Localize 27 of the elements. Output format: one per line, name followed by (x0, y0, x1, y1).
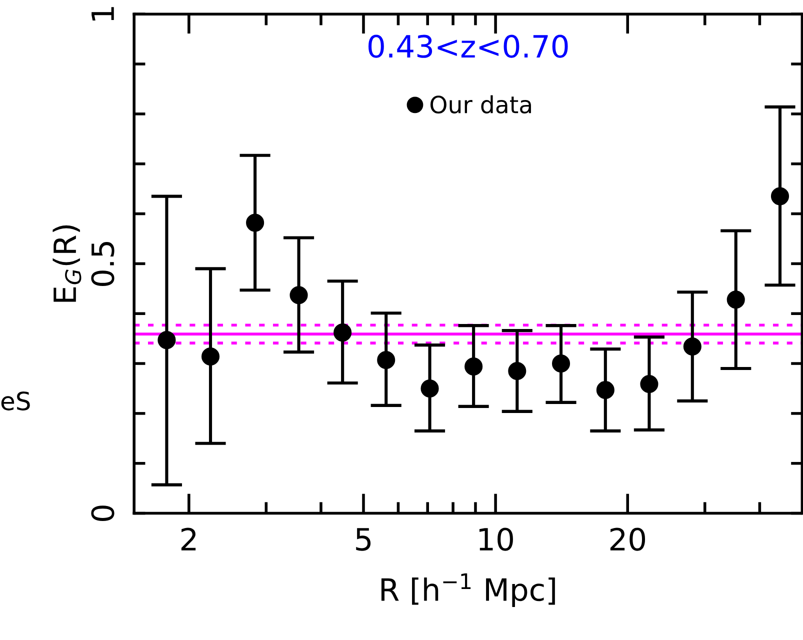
point (464, 357, 483, 376)
x-axis-title: R [h$^{−1}$ Mpc] (381, 573, 555, 608)
text: 0.43<z<0.70 (368, 34, 568, 58)
point (726, 290, 745, 309)
point (683, 338, 702, 356)
y-tick-label: 0.5 (91, 242, 114, 286)
x-tick-label: 20 (610, 528, 646, 551)
x-tick-label: 5 (356, 528, 371, 551)
point (290, 286, 308, 304)
legend-label: Our data (430, 95, 531, 114)
y-tick-label: 1 (92, 7, 114, 20)
point (246, 214, 264, 232)
x-tick-label: 10 (479, 528, 513, 551)
point (596, 380, 614, 400)
point (640, 374, 658, 394)
point (508, 362, 526, 380)
x-tick-label: 2 (181, 528, 196, 550)
y-axis-title: E$_{G}$(R) (52, 225, 82, 302)
point (377, 350, 396, 370)
point (334, 324, 352, 342)
text: eS (1, 392, 30, 410)
point (552, 354, 570, 373)
point (158, 331, 176, 350)
point (770, 187, 790, 206)
point (201, 348, 220, 366)
y-tick-label: 0 (91, 506, 114, 521)
point (420, 379, 439, 398)
